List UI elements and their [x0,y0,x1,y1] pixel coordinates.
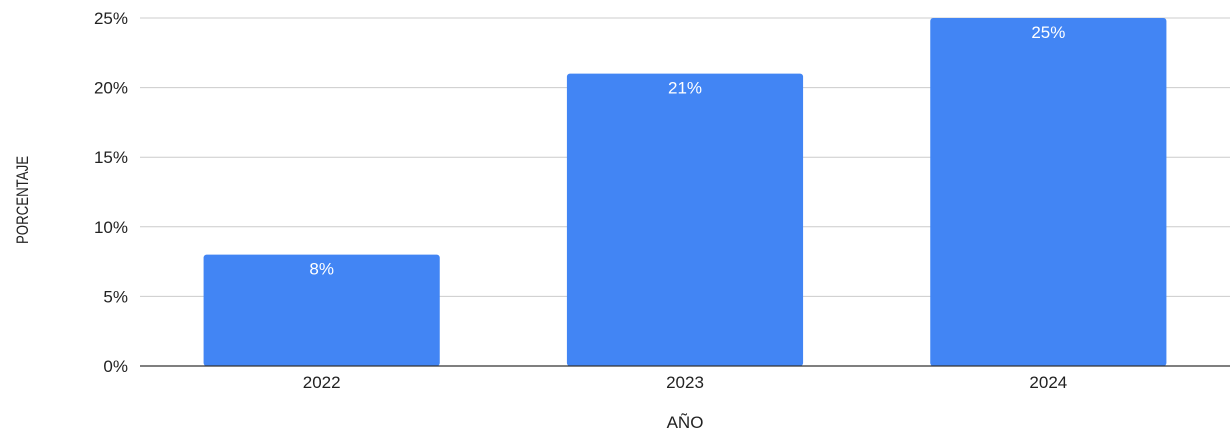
x-tick-label: 2023 [666,373,704,392]
y-tick-label: 5% [103,287,128,306]
x-tick-label: 2024 [1029,373,1067,392]
labels: AÑO PORCENTAJE 0% 5% 10% 15% 20% 25% 8% 2022 21%… [14,9,1068,432]
bar-2024 [930,18,1167,366]
bar-2023 [566,73,804,367]
x-axis-title: AÑO [667,413,704,432]
y-axis-title: PORCENTAJE [14,156,33,244]
bar-2022 [203,254,440,366]
bars [203,18,1167,367]
y-tick-label: 10% [94,218,128,237]
data-label: 21% [668,79,702,98]
data-label: 25% [1031,23,1065,42]
y-tick-label: 25% [94,9,128,28]
data-label: 8% [309,260,334,279]
x-tick-label: 2022 [303,373,341,392]
y-tick-label: 15% [94,148,128,167]
y-tick-label: 0% [103,357,128,376]
y-tick-label: 20% [94,79,128,98]
